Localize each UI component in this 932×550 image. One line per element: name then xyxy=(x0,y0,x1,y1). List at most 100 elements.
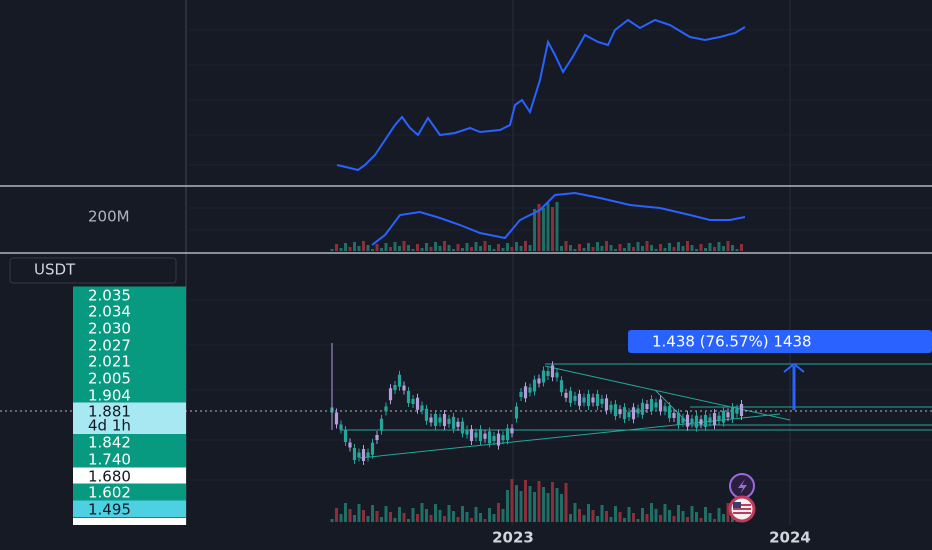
candle-body xyxy=(537,378,541,384)
candle-body xyxy=(456,421,460,427)
volume-bar xyxy=(641,246,644,251)
candle-body xyxy=(604,398,609,411)
candle-body xyxy=(505,428,510,441)
volume-bar xyxy=(362,510,365,522)
volume-bar xyxy=(411,508,415,522)
candle-body xyxy=(492,436,496,441)
volume-bar xyxy=(501,248,505,251)
candle-body xyxy=(496,433,501,446)
price-label: 1.740 xyxy=(88,451,131,469)
candle-body xyxy=(393,385,397,390)
volume-bar xyxy=(479,513,482,522)
volume-bar xyxy=(506,490,509,522)
price-label-box xyxy=(73,352,186,370)
volume-bar xyxy=(510,479,514,522)
volume-bar xyxy=(479,246,482,251)
candle-body xyxy=(442,414,447,426)
candle-body xyxy=(717,415,721,421)
lightning-icon xyxy=(738,479,747,494)
volume-bar xyxy=(654,249,658,251)
volume-bar xyxy=(605,511,608,522)
candle-body xyxy=(735,408,739,414)
volume-bar xyxy=(537,481,541,522)
volume-bar xyxy=(438,510,442,522)
volume-bar xyxy=(366,516,370,522)
volume-bar xyxy=(722,514,725,522)
volume-bar xyxy=(353,242,356,251)
volume-bar xyxy=(344,503,347,522)
volume-bar xyxy=(659,244,662,251)
volume-bar xyxy=(686,517,689,522)
volume-bar xyxy=(578,509,581,522)
volume-bar xyxy=(551,482,554,522)
volume-bar xyxy=(362,241,365,251)
candle-body xyxy=(465,429,469,435)
volume-bar xyxy=(591,510,595,522)
candle-body xyxy=(631,407,636,420)
volume-bar xyxy=(726,241,730,251)
volume-bar xyxy=(474,242,478,251)
candle-body xyxy=(573,395,577,401)
volume-bar xyxy=(461,248,464,251)
volume-bar xyxy=(515,242,518,251)
volume-bar xyxy=(402,241,406,251)
currency-box[interactable] xyxy=(9,257,177,284)
volume-bar xyxy=(564,241,568,251)
candle-body xyxy=(586,394,591,406)
volume-bar xyxy=(596,242,599,251)
volume-bar xyxy=(560,494,563,522)
candle-body xyxy=(514,406,519,419)
volume-bar xyxy=(524,241,527,251)
candle-body xyxy=(438,417,442,423)
volume-bar xyxy=(578,244,581,251)
volume-bar xyxy=(555,202,559,251)
currency[interactable]: USDT xyxy=(34,261,76,279)
price-label-box xyxy=(73,402,186,420)
candle-body xyxy=(433,414,438,426)
candle-body xyxy=(591,397,595,403)
volume-bar xyxy=(357,504,361,522)
price-label: 1.680 xyxy=(88,468,131,486)
candle-body xyxy=(577,393,582,406)
volume-bar xyxy=(434,504,437,522)
volume-bar xyxy=(551,207,554,251)
candle-body xyxy=(411,399,415,404)
candle-body xyxy=(613,404,618,417)
volume-bar xyxy=(524,480,527,522)
indicator-line xyxy=(336,18,746,172)
volume-bar xyxy=(470,247,473,251)
volume-bar xyxy=(456,244,460,251)
candle-body xyxy=(528,387,532,393)
volume-bar xyxy=(699,518,703,522)
measure-label-box xyxy=(628,330,932,353)
candle-body xyxy=(348,442,352,448)
volume-bar xyxy=(519,491,523,522)
candle-body xyxy=(523,386,528,399)
volume-bar xyxy=(623,518,626,522)
volume-bar xyxy=(425,243,428,251)
volume-bar xyxy=(654,509,658,522)
price-label-box xyxy=(73,450,186,468)
volume-bar xyxy=(452,511,455,522)
volume-bar xyxy=(740,244,743,251)
volume-bar xyxy=(339,248,343,251)
volume-bar xyxy=(632,513,635,522)
price-label: 1.842 xyxy=(88,434,131,452)
price-label: 1.602 xyxy=(88,484,131,502)
candle-body xyxy=(636,408,640,414)
volume-bar xyxy=(686,241,689,251)
volume-bar xyxy=(452,249,455,251)
volume-bar xyxy=(614,249,617,251)
candle-body xyxy=(645,404,649,409)
volume-bar xyxy=(497,244,500,251)
countdown: 4d 1h xyxy=(88,417,131,435)
volume-bar xyxy=(384,506,388,522)
price-label-box xyxy=(73,369,186,387)
volume-bar xyxy=(650,503,653,522)
volume-bar xyxy=(411,249,415,251)
candle-body xyxy=(366,452,370,458)
volume-bar xyxy=(371,249,374,251)
volume-bar xyxy=(600,246,604,251)
grid xyxy=(185,0,932,525)
